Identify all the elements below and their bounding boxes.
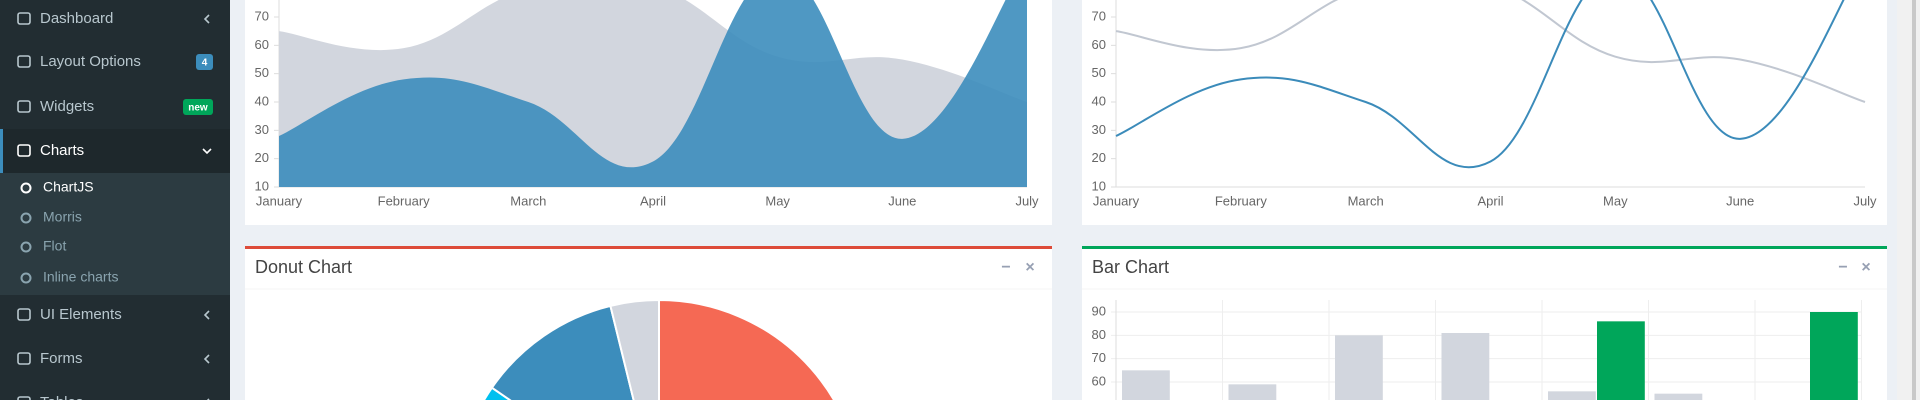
y-tick-label: 10 [255, 178, 269, 193]
x-tick-label: March [1348, 193, 1384, 208]
collapse-button[interactable]: − [1838, 259, 1847, 276]
bar [1597, 321, 1645, 400]
bar [1548, 391, 1596, 400]
menu-item[interactable]: Dashboard [40, 10, 113, 27]
pie-slice [490, 304, 635, 400]
y-tick-label: 90 [1092, 303, 1106, 318]
y-tick-label: 30 [1092, 122, 1106, 137]
x-tick-label: April [1477, 193, 1503, 208]
submenu-item[interactable]: Inline charts [43, 269, 118, 285]
y-tick-label: 50 [255, 65, 269, 80]
line [1115, 0, 1845, 169]
x-tick-label: April [640, 193, 666, 208]
box-title: Donut Chart [255, 257, 352, 277]
area [279, 0, 1027, 187]
active-indicator [0, 129, 3, 173]
bar [1122, 370, 1170, 400]
x-tick-label: February [378, 193, 431, 208]
x-tick-label: February [1215, 193, 1268, 208]
x-tick-label: June [1726, 193, 1754, 208]
submenu-bullet [20, 272, 32, 284]
y-tick-label: 70 [1092, 350, 1106, 365]
badge-text: 4 [202, 58, 208, 69]
menu-icon [17, 12, 31, 25]
remove-button[interactable]: × [1025, 259, 1034, 276]
bar [1335, 335, 1383, 400]
submenu-bullet [20, 182, 32, 194]
pie [482, 298, 836, 400]
y-tick-label: 60 [1092, 373, 1106, 388]
submenu-bullet [20, 241, 32, 253]
box-border [245, 246, 1052, 249]
menu-icon [17, 352, 31, 365]
submenu [0, 173, 230, 295]
submenu-item[interactable]: ChartJS [43, 179, 94, 195]
chevron [203, 354, 210, 364]
pie-slice [609, 298, 660, 400]
line [1115, 0, 1866, 103]
remove-button[interactable]: × [1861, 259, 1870, 276]
submenu-bullet [20, 212, 32, 224]
x-tick-label: January [256, 193, 303, 208]
pie-slice [658, 298, 836, 400]
pie-slice [482, 386, 512, 400]
x-tick-label: June [888, 193, 916, 208]
y-tick-label: 10 [1092, 178, 1106, 193]
y-tick-label: 70 [255, 8, 269, 23]
menu-item[interactable]: Charts [40, 142, 84, 159]
chevron [203, 14, 210, 24]
menu-item[interactable]: Layout Options [40, 53, 141, 70]
bar [1810, 312, 1858, 400]
submenu-item[interactable]: Flot [43, 238, 66, 254]
menu-item[interactable]: Forms [40, 350, 83, 367]
line-chart-box [1082, 0, 1887, 225]
bar [1654, 393, 1703, 400]
y-tick-label: 30 [255, 122, 269, 137]
x-tick-label: March [510, 193, 546, 208]
menu-item[interactable]: Tables [40, 394, 83, 400]
y-tick-label: 20 [255, 150, 269, 165]
chevron [202, 148, 212, 155]
x-tick-label: July [1015, 193, 1039, 208]
y-tick-label: 70 [1092, 8, 1106, 23]
menu-icon [17, 396, 31, 400]
y-tick-label: 40 [255, 93, 269, 108]
menu-icon [17, 100, 31, 113]
y-tick-label: 60 [1092, 37, 1106, 52]
y-tick-label: 40 [1092, 93, 1106, 108]
box-border [1082, 246, 1887, 249]
scrollbar-thumb[interactable] [1912, 0, 1916, 400]
bar [1228, 384, 1277, 400]
y-tick-label: 60 [255, 37, 269, 52]
x-tick-label: January [1093, 193, 1140, 208]
badge-text: new [188, 103, 208, 114]
box-title: Bar Chart [1092, 257, 1169, 277]
badge [196, 54, 213, 70]
menu-item[interactable]: UI Elements [40, 306, 122, 323]
submenu-item[interactable]: Morris [43, 209, 82, 225]
y-tick-label: 20 [1092, 150, 1106, 165]
y-tick-label: 80 [1092, 327, 1106, 342]
scrollbar[interactable] [1897, 0, 1920, 400]
chevron [203, 310, 210, 320]
menu-item[interactable]: Widgets [40, 98, 94, 115]
active-menu-row [0, 129, 230, 173]
bar [1441, 333, 1490, 400]
y-tick-label: 50 [1092, 65, 1106, 80]
x-tick-label: July [1853, 193, 1877, 208]
collapse-button[interactable]: − [1001, 259, 1010, 276]
menu-icon [17, 55, 31, 68]
menu-icon [17, 144, 31, 157]
x-tick-label: May [1603, 193, 1628, 208]
x-tick-label: May [765, 193, 790, 208]
badge [183, 99, 213, 115]
menu-icon [17, 308, 31, 321]
